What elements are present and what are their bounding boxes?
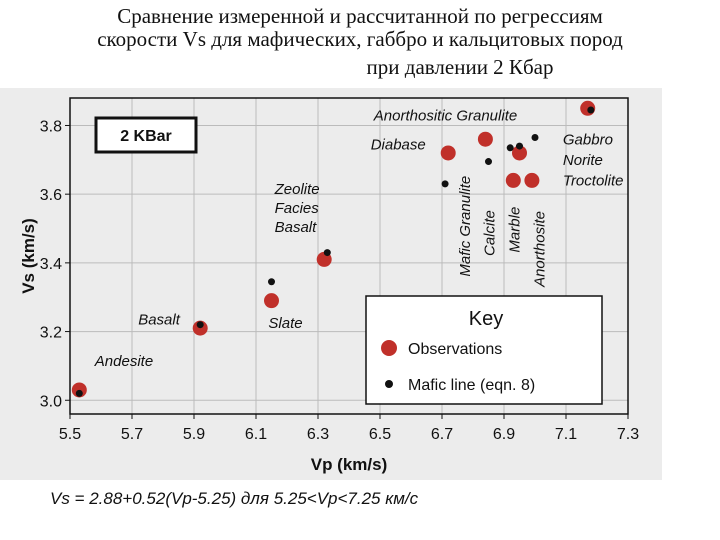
annotation-label: Gabbro bbox=[563, 131, 613, 148]
title-line-2: скорости Vs для мафических, габбро и кал… bbox=[97, 27, 623, 51]
annotation-label: Anorthosite bbox=[531, 211, 548, 288]
x-tick-label: 6.1 bbox=[245, 426, 267, 443]
x-tick-label: 5.5 bbox=[59, 426, 81, 443]
y-tick-label: 3.4 bbox=[40, 256, 62, 273]
x-tick-label: 6.3 bbox=[307, 426, 329, 443]
x-tick-label: 6.5 bbox=[369, 426, 391, 443]
annotation-label: Facies bbox=[275, 200, 320, 217]
title-line-3: при давлении 2 Кбар bbox=[366, 55, 554, 79]
title-line-1: Сравнение измеренной и рассчитанной по р… bbox=[117, 4, 603, 28]
mafic-line-point bbox=[485, 158, 492, 166]
observation-point bbox=[524, 172, 540, 188]
legend-observation-marker bbox=[381, 340, 397, 356]
legend-box bbox=[365, 295, 603, 405]
x-tick-label: 5.9 bbox=[183, 426, 205, 443]
annotation-label: Andesite bbox=[94, 353, 153, 370]
annotation-label: Zeolite bbox=[274, 181, 320, 198]
observation-point bbox=[512, 145, 527, 161]
mafic-line-point bbox=[516, 142, 523, 150]
annotation-label: Marble bbox=[507, 207, 524, 253]
mafic-line-point bbox=[531, 134, 539, 141]
y-tick-label: 3.6 bbox=[40, 187, 62, 204]
mafic-line-point bbox=[268, 278, 275, 286]
annotation-label: Anorthositic Granulite bbox=[373, 107, 517, 124]
annotation-label: Mafic Granulite bbox=[457, 176, 474, 277]
observation-point bbox=[440, 145, 456, 161]
y-tick-label: 3.0 bbox=[40, 393, 62, 410]
plot-frame bbox=[69, 97, 629, 415]
legend-mafic-label: Mafic line (eqn. 8) bbox=[408, 377, 535, 394]
legend-observations-label: Observations bbox=[408, 341, 502, 358]
regression-formula: Vs = 2.88+0.52(Vp-5.25) для 5.25<Vp<7.25… bbox=[50, 489, 419, 508]
annotation-label: Basalt bbox=[138, 312, 181, 329]
y-tick-label: 3.2 bbox=[40, 325, 62, 342]
x-tick-labels: 5.5 5.7 5.9 6.1 6.3 6.5 6.7 6.9 7.1 7.3 bbox=[59, 426, 639, 443]
observation-point bbox=[264, 293, 279, 309]
legend-title: Key bbox=[469, 308, 503, 330]
annotation-label: Norite bbox=[563, 152, 603, 169]
mafic-line-point bbox=[441, 180, 449, 188]
annotation-label: Basalt bbox=[275, 219, 318, 236]
pressure-box bbox=[94, 116, 198, 154]
observation-point bbox=[505, 172, 521, 188]
x-tick-label: 7.1 bbox=[555, 426, 577, 443]
annotation-label: Slate bbox=[268, 315, 302, 332]
annotation-label: Troctolite bbox=[563, 173, 624, 190]
x-axis-label: Vp (km/s) bbox=[311, 455, 388, 474]
x-tick-label: 6.9 bbox=[493, 426, 515, 443]
mafic-line-point bbox=[587, 106, 595, 114]
data-points bbox=[71, 100, 596, 398]
mafic-line-point bbox=[75, 389, 83, 397]
annotation-label: Calcite bbox=[482, 210, 499, 256]
annotation-label: Diabase bbox=[371, 137, 426, 154]
x-tick-label: 6.7 bbox=[431, 426, 453, 443]
y-axis-label: Vs (km/s) bbox=[19, 218, 38, 294]
y-tick-labels: 3.0 3.2 3.4 3.6 3.8 bbox=[40, 118, 62, 410]
y-tick-label: 3.8 bbox=[40, 118, 62, 135]
mafic-line-point bbox=[506, 144, 514, 152]
pressure-box-label: 2 KBar bbox=[120, 128, 172, 145]
observation-point bbox=[477, 131, 493, 147]
mafic-line-point bbox=[323, 249, 331, 257]
mafic-line-point bbox=[196, 321, 204, 329]
x-tick-label: 5.7 bbox=[121, 426, 143, 443]
annotations: Anorthositic Granulite Diabase Gabbro Norit… bbox=[94, 107, 624, 370]
x-tick-label: 7.3 bbox=[617, 426, 639, 443]
legend-mafic-marker bbox=[385, 380, 393, 388]
